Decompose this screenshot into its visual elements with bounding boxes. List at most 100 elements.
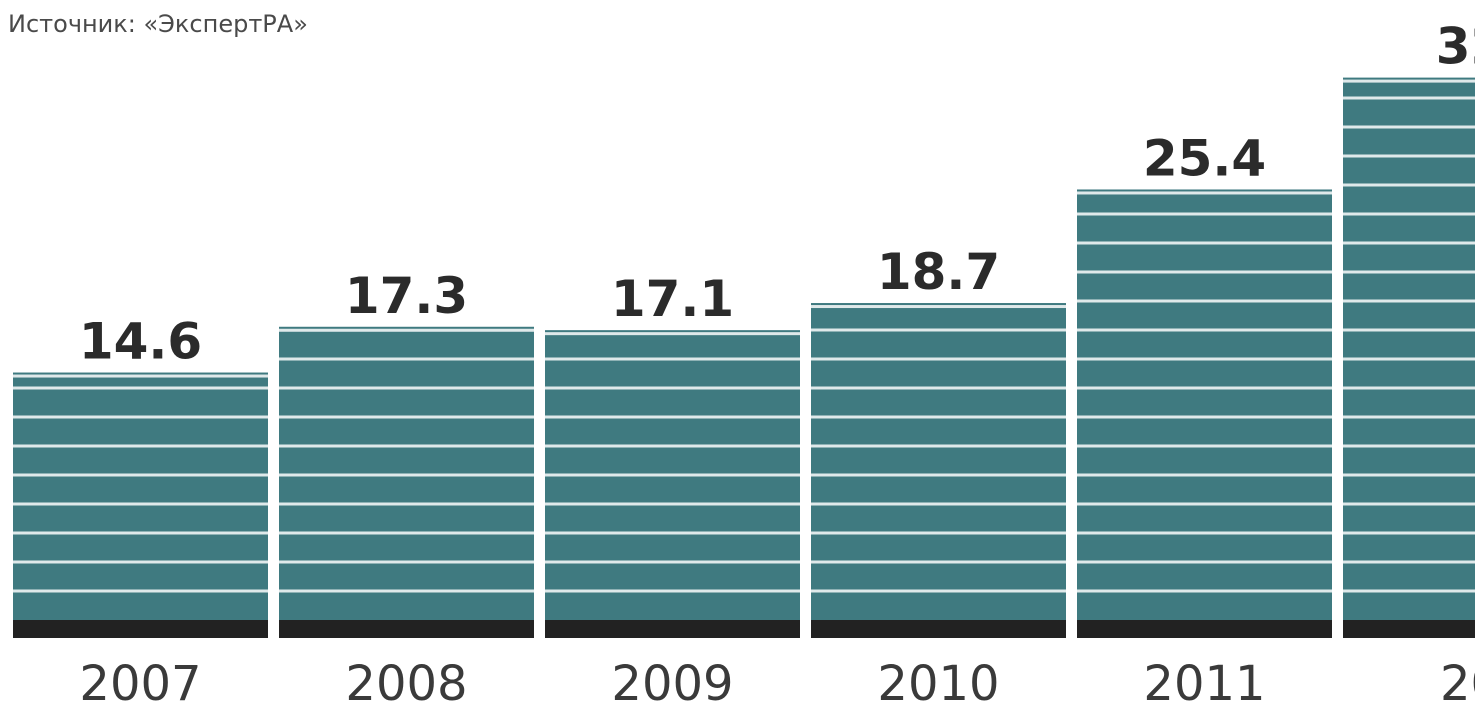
bar-stripe: [1343, 386, 1475, 390]
bar-stripe: [1077, 212, 1332, 216]
bar-stripe: [1343, 328, 1475, 332]
bar-stripe: [1343, 589, 1475, 593]
source-note: Источник: «ЭкспертРА»: [8, 10, 308, 38]
bar-stripe: [1343, 241, 1475, 245]
bar-base: [13, 620, 268, 638]
bars-layer: [13, 77, 1475, 638]
bar-stripe: [279, 531, 534, 535]
bar-stripe: [545, 357, 800, 361]
bar-stripe: [1077, 502, 1332, 506]
year-tick-label: 2009: [611, 656, 733, 706]
bar-group: [545, 330, 800, 638]
bar-stripe: [811, 502, 1066, 506]
bar-stripe: [545, 386, 800, 390]
bar-stripe: [545, 473, 800, 477]
bar-stripe: [1343, 444, 1475, 448]
bar-stripe: [811, 444, 1066, 448]
bar-value-label: 25.4: [1143, 129, 1266, 187]
bar: [13, 372, 268, 620]
bar-value-label: 32: [1436, 18, 1475, 76]
bar-base: [811, 620, 1066, 638]
bar-stripe: [545, 415, 800, 419]
bar-stripe: [13, 374, 268, 378]
bar: [1343, 77, 1475, 621]
bar-stripe: [1077, 299, 1332, 303]
bar-stripe: [1343, 270, 1475, 274]
bar-stripe: [811, 473, 1066, 477]
bar-group: [811, 303, 1066, 638]
bar-value-label: 17.3: [345, 267, 468, 325]
bar: [279, 326, 534, 620]
year-tick-label: 2007: [79, 656, 201, 706]
bar-stripe: [545, 531, 800, 535]
bar-stripe: [1077, 191, 1332, 195]
bar-stripe: [545, 444, 800, 448]
bar-stripe: [13, 589, 268, 593]
bar-stripe: [13, 531, 268, 535]
bar-stripe: [1343, 357, 1475, 361]
bar-stripe: [545, 560, 800, 564]
year-tick-label: 20: [1440, 656, 1475, 706]
bar-group: [13, 372, 268, 638]
bar-base: [1077, 620, 1332, 638]
bar-stripe: [811, 560, 1066, 564]
bar-stripe: [545, 502, 800, 506]
bar-stripe: [1343, 299, 1475, 303]
bar-group: [279, 326, 534, 638]
bar-group: [1343, 77, 1475, 638]
bar-stripe: [1343, 125, 1475, 129]
bar-stripe: [279, 444, 534, 448]
bar-stripe: [1343, 531, 1475, 535]
bar-stripe: [279, 560, 534, 564]
year-tick-label: 2008: [345, 656, 467, 706]
bar-stripe: [811, 386, 1066, 390]
bar-stripe: [1077, 444, 1332, 448]
bar-stripe: [811, 589, 1066, 593]
bar-stripe: [811, 357, 1066, 361]
bar-base: [1343, 620, 1475, 638]
bar-stripe: [1343, 154, 1475, 158]
bar-stripe: [279, 357, 534, 361]
bar-stripe: [811, 328, 1066, 332]
bar-stripe: [545, 332, 800, 336]
bar-stripe: [1343, 560, 1475, 564]
bar-stripe: [811, 305, 1066, 309]
bar-value-label: 17.1: [611, 270, 734, 328]
bar-value-label: 18.7: [877, 243, 1000, 301]
bar-value-label: 14.6: [79, 313, 202, 371]
bar-stripe: [1343, 183, 1475, 187]
bar-stripe: [811, 415, 1066, 419]
bar-stripe: [811, 531, 1066, 535]
bar-stripe: [13, 444, 268, 448]
bar-stripe: [279, 502, 534, 506]
bar-stripe: [13, 473, 268, 477]
bar-stripe: [13, 415, 268, 419]
bar: [1077, 189, 1332, 620]
year-tick-label: 2011: [1143, 656, 1265, 706]
bar-stripe: [1077, 560, 1332, 564]
bar-stripe: [1343, 96, 1475, 100]
bar-stripe: [1077, 357, 1332, 361]
bar-stripe: [1077, 241, 1332, 245]
bar-stripe: [279, 386, 534, 390]
bar-stripe: [279, 589, 534, 593]
bar-stripe: [1077, 415, 1332, 419]
bar-stripe: [1077, 531, 1332, 535]
bar-stripe: [545, 589, 800, 593]
bar-stripe: [1343, 79, 1475, 83]
bar-stripe: [1077, 473, 1332, 477]
bar-stripe: [1343, 502, 1475, 506]
bar-stripe: [1343, 415, 1475, 419]
bar-base: [545, 620, 800, 638]
bar-stripe: [1343, 212, 1475, 216]
bar-stripe: [279, 473, 534, 477]
bar-stripe: [1077, 589, 1332, 593]
labels-layer: 14.6 2007 17.3 2008 17.1 2009 18.7 2010 25.4 2011…: [79, 18, 1475, 706]
bar-stripe: [13, 386, 268, 390]
bar-stripe: [1077, 328, 1332, 332]
bar-stripe: [13, 560, 268, 564]
bar-stripe: [279, 328, 534, 332]
bar-stripe: [279, 415, 534, 419]
bar-stripe: [13, 502, 268, 506]
